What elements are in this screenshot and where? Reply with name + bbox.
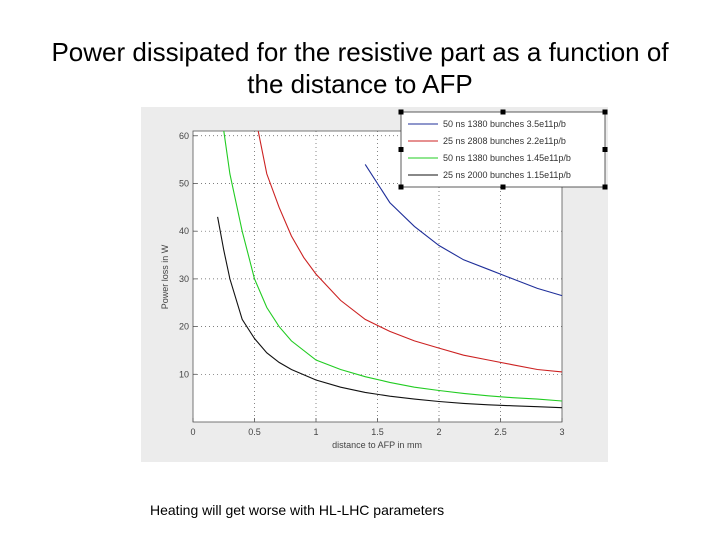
series-line-3 <box>223 130 563 402</box>
y-tick-label: 20 <box>179 322 189 332</box>
x-axis-label: distance to AFP in mm <box>332 440 422 450</box>
legend-label: 25 ns 2000 bunches 1.15e11p/b <box>443 170 571 180</box>
y-tick-label: 30 <box>179 274 189 284</box>
x-tick-label: 2 <box>436 427 441 437</box>
x-tick-label: 3 <box>559 427 564 437</box>
series-line-1 <box>364 164 563 297</box>
series-line-4 <box>217 216 563 409</box>
series-lines <box>217 130 563 409</box>
y-tick-label: 50 <box>179 178 189 188</box>
resize-handle[interactable] <box>500 184 506 190</box>
x-tick-label: 2.5 <box>494 427 507 437</box>
y-tick-label: 60 <box>179 131 189 141</box>
x-tick-label: 0.5 <box>248 427 261 437</box>
resize-handle[interactable] <box>602 184 608 190</box>
slide-caption: Heating will get worse with HL-LHC param… <box>150 502 445 518</box>
legend-label: 50 ns 1380 bunches 3.5e11p/b <box>443 119 566 129</box>
axis-ticks: 0 0.5 1 1.5 2 2.5 3 10 20 30 40 50 60 <box>179 131 565 437</box>
power-loss-chart: 0 0.5 1 1.5 2 2.5 3 10 20 30 40 50 60 distance to AF… <box>160 109 608 450</box>
resize-handle[interactable] <box>398 109 404 115</box>
x-tick-label: 1 <box>313 427 318 437</box>
y-tick-label: 10 <box>179 369 189 379</box>
y-tick-label: 40 <box>179 226 189 236</box>
legend-label: 25 ns 2808 bunches 2.2e11p/b <box>443 136 566 146</box>
resize-handle[interactable] <box>398 184 404 190</box>
legend-label: 50 ns 1380 bunches 1.45e11p/b <box>443 153 571 163</box>
resize-handle[interactable] <box>602 109 608 115</box>
slide-title: Power dissipated for the resistive part … <box>51 37 669 99</box>
y-axis-label: Power loss in W <box>160 244 170 309</box>
legend[interactable]: 50 ns 1380 bunches 3.5e11p/b 25 ns 2808 b… <box>398 109 608 190</box>
x-tick-label: 1.5 <box>371 427 384 437</box>
x-tick-label: 0 <box>190 427 195 437</box>
resize-handle[interactable] <box>500 109 506 115</box>
resize-handle[interactable] <box>602 147 608 152</box>
resize-handle[interactable] <box>398 147 404 152</box>
series-line-2 <box>257 130 563 373</box>
